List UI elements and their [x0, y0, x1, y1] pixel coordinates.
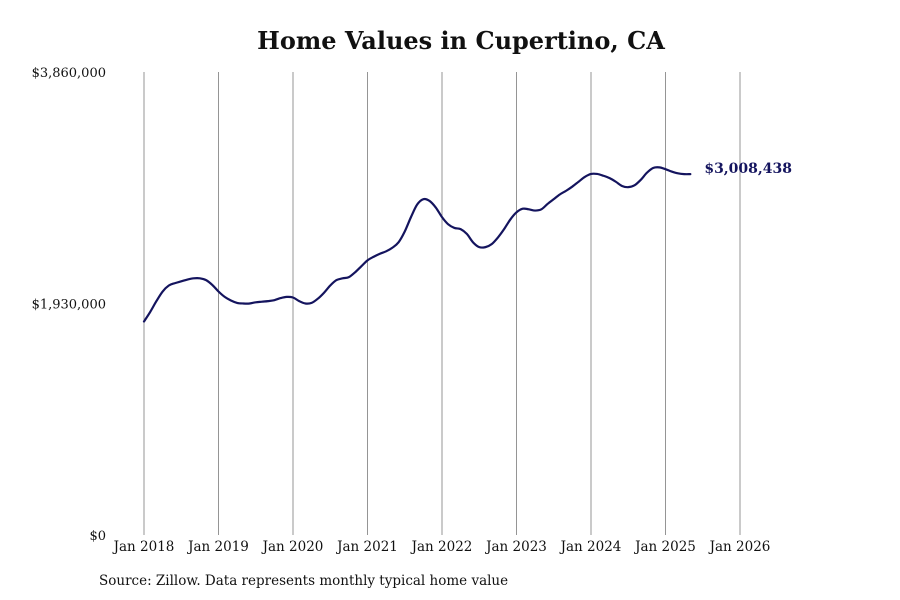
y-axis: $0 $1,930,000 $3,860,000: [32, 66, 106, 544]
x-tick-label: Jan 2026: [708, 539, 771, 555]
x-axis: Jan 2018 Jan 2019 Jan 2020 Jan 2021 Jan 2022…: [112, 539, 771, 555]
y-tick-label: $0: [89, 529, 106, 544]
x-tick-label: Jan 2025: [633, 539, 696, 555]
x-tick-label: Jan 2019: [186, 539, 249, 555]
x-tick-label: Jan 2018: [112, 539, 175, 555]
y-tick-label: $3,860,000: [32, 66, 106, 81]
y-tick-label: $1,930,000: [32, 298, 106, 313]
x-tick-label: Jan 2020: [261, 539, 324, 555]
end-value-label: $3,008,438: [704, 161, 792, 177]
x-tick-label: Jan 2022: [410, 539, 473, 555]
vertical-gridlines: [144, 72, 740, 535]
home-value-line: [144, 167, 690, 321]
x-tick-label: Jan 2024: [559, 539, 622, 555]
source-note: Source: Zillow. Data represents monthly …: [99, 573, 508, 589]
x-tick-label: Jan 2023: [484, 539, 547, 555]
x-tick-label: Jan 2021: [335, 539, 398, 555]
